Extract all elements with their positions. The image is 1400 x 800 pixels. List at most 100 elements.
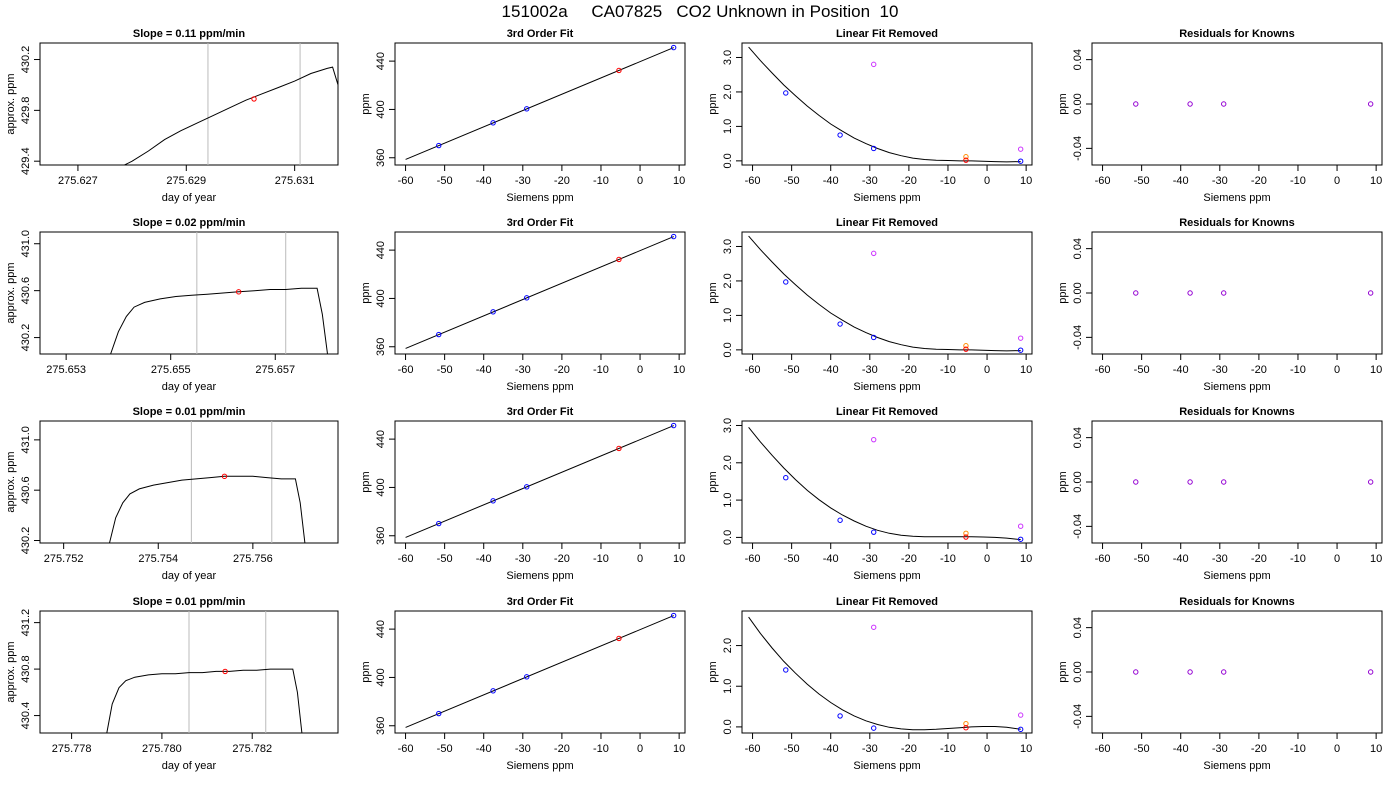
y-tick-label: -0.04	[1072, 514, 1084, 539]
data-point	[871, 145, 877, 152]
x-tick-label: -60	[398, 743, 414, 755]
x-tick-label: -20	[1251, 553, 1267, 565]
y-axis-label: approx. ppm	[5, 73, 17, 134]
x-tick-label: -20	[554, 743, 570, 755]
x-tick-label: -60	[398, 364, 414, 376]
x-tick-label: 10	[1370, 364, 1382, 376]
data-point	[963, 157, 969, 163]
plot-area	[748, 616, 1024, 733]
y-tick-label: 429.8	[20, 97, 32, 125]
x-axis-label: Siemens ppm	[1203, 570, 1270, 582]
x-tick-label: -40	[823, 743, 839, 755]
data-point	[1187, 479, 1193, 485]
data-point	[1133, 479, 1139, 485]
x-tick-label: 0	[637, 553, 643, 565]
x-tick-label: 0	[984, 364, 990, 376]
x-tick-label: -50	[1134, 553, 1150, 565]
data-point	[616, 256, 622, 263]
x-tick-label: 275.657	[255, 364, 295, 376]
x-tick-label: -50	[1134, 175, 1150, 187]
data-point	[670, 44, 677, 51]
data-point	[783, 279, 789, 285]
x-axis-label: day of year	[162, 570, 217, 582]
data-point	[1221, 290, 1227, 296]
panel-title: 3rd Order Fit	[507, 217, 574, 229]
y-tick-label: 431.0	[20, 230, 32, 258]
x-tick-label: -40	[476, 364, 492, 376]
data-point	[436, 142, 442, 149]
x-tick-label: 10	[1370, 175, 1382, 187]
plot-area	[405, 612, 677, 728]
data-point	[1133, 101, 1139, 107]
y-tick-label: 360	[375, 527, 387, 545]
x-tick-label: 275.752	[44, 553, 84, 565]
panel-1-3: Linear Fit Removed -60 -50 -40 -30 -20 -10 0 10 0…	[707, 28, 1033, 204]
plot-area	[1133, 669, 1374, 675]
plot-frame	[741, 42, 1033, 166]
x-tick-label: -50	[437, 175, 453, 187]
panel-title: Linear Fit Removed	[836, 28, 938, 40]
x-tick-label: -10	[593, 175, 609, 187]
plot-area	[1133, 101, 1374, 107]
x-axis-label: day of year	[162, 381, 217, 393]
data-point	[1017, 146, 1024, 152]
x-axis-label: Siemens ppm	[1203, 760, 1270, 772]
y-tick-label: 0.00	[1072, 471, 1084, 492]
y-axis-label: approx. ppm	[5, 451, 17, 512]
y-tick-label: 430.2	[20, 46, 32, 74]
x-tick-label: -30	[1212, 743, 1228, 755]
plot-frame	[394, 610, 686, 734]
data-point	[490, 688, 496, 694]
panel-title: Residuals for Knowns	[1179, 28, 1295, 40]
x-tick-label: -10	[593, 364, 609, 376]
x-tick-label: 275.782	[232, 743, 272, 755]
x-tick-label: 0	[1334, 553, 1340, 565]
plot-area	[110, 232, 328, 354]
x-tick-label: -50	[1134, 743, 1150, 755]
panel-4-4: Residuals for Knowns -60 -50 -40 -30 -20 -10 0 1…	[1057, 596, 1383, 772]
y-axis-label: ppm	[360, 93, 372, 114]
y-axis-label: approx. ppm	[5, 262, 17, 323]
x-tick-label: -60	[1095, 743, 1111, 755]
x-tick-label: -50	[784, 743, 800, 755]
data-point	[670, 612, 677, 619]
x-tick-label: -50	[784, 553, 800, 565]
series-line	[124, 66, 338, 165]
data-point	[783, 90, 789, 96]
x-tick-label: 0	[1334, 364, 1340, 376]
y-axis-label: ppm	[707, 282, 719, 303]
data-point	[1221, 101, 1227, 107]
x-tick-label: -20	[554, 175, 570, 187]
y-tick-label: 0.0	[722, 153, 734, 168]
panel-2-4: Residuals for Knowns -60 -50 -40 -30 -20 -10 0 1…	[1057, 217, 1383, 393]
y-tick-label: 400	[375, 668, 387, 686]
y-tick-label: -0.04	[1072, 704, 1084, 729]
x-tick-label: -10	[940, 175, 956, 187]
data-point	[235, 289, 242, 295]
y-tick-label: 431.0	[20, 426, 32, 454]
fit-curve	[748, 46, 1021, 163]
x-tick-label: -20	[1251, 743, 1267, 755]
x-tick-label: 275.778	[52, 743, 92, 755]
data-point	[616, 67, 622, 74]
x-tick-label: 10	[673, 553, 685, 565]
fit-curve	[405, 236, 674, 349]
y-tick-label: 430.6	[20, 476, 32, 504]
y-tick-label: 0.00	[1072, 93, 1084, 114]
data-point	[1367, 669, 1374, 675]
x-tick-label: 10	[1020, 553, 1032, 565]
x-tick-label: -10	[593, 743, 609, 755]
panel-3-2: 3rd Order Fit -60 -50 -40 -30 -20 -10 0 10 360 400…	[360, 406, 686, 582]
panel-2-1: Slope = 0.02 ppm/min 275.653 275.655 275.65…	[5, 217, 339, 393]
x-tick-label: 10	[1020, 364, 1032, 376]
x-tick-label: 0	[1334, 743, 1340, 755]
data-point	[222, 668, 228, 675]
x-tick-label: 275.754	[138, 553, 178, 565]
y-tick-label: 430.8	[20, 655, 32, 683]
y-tick-label: 2.0	[722, 273, 734, 288]
x-tick-label: -20	[554, 364, 570, 376]
x-tick-label: -60	[1095, 175, 1111, 187]
x-tick-label: -30	[1212, 553, 1228, 565]
x-tick-label: 10	[673, 743, 685, 755]
y-tick-label: 0.0	[722, 530, 734, 545]
